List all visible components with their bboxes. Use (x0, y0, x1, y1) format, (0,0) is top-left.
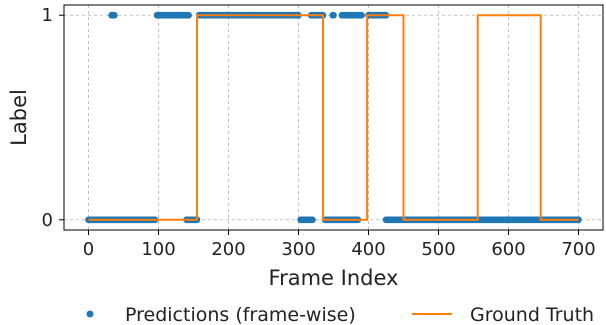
prediction-point (330, 11, 337, 19)
prediction-point (111, 11, 118, 19)
legend-marker-predictions (86, 310, 94, 318)
x-tick-label: 500 (421, 239, 455, 260)
plot-area (64, 5, 603, 230)
x-tick-label: 200 (211, 239, 245, 260)
prediction-point (185, 11, 192, 19)
x-tick-label: 0 (83, 239, 94, 260)
x-tick-label: 300 (281, 239, 315, 260)
legend-label-predictions: Predictions (frame-wise) (125, 304, 356, 325)
y-axis-label: Label (7, 89, 31, 146)
prediction-point (358, 11, 365, 19)
x-tick-label: 700 (561, 239, 595, 260)
ground-truth-line (88, 14, 579, 221)
x-tick-label: 600 (491, 239, 525, 260)
legend-label-ground-truth: Ground Truth (470, 304, 594, 325)
x-tick-label: 100 (141, 239, 175, 260)
x-axis-label: Frame Index (269, 266, 399, 290)
prediction-point (309, 216, 316, 224)
plot-frame (63, 4, 604, 231)
x-tick-label: 400 (351, 239, 385, 260)
y-tick-label: 0 (42, 210, 53, 231)
legend: Predictions (frame-wise) Ground Truth (86, 304, 594, 325)
y-tick-label: 1 (42, 5, 53, 26)
